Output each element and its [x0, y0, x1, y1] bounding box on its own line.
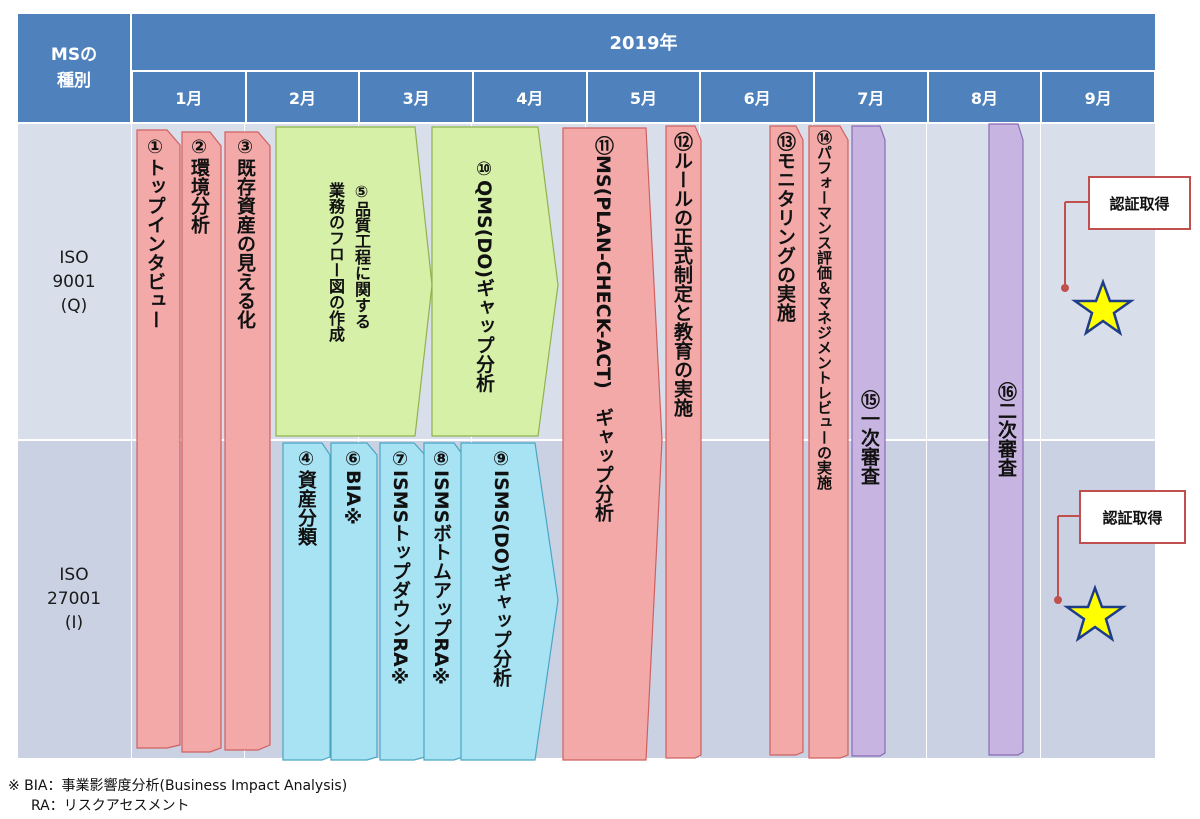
task-shape-16: [988, 123, 1024, 756]
footnote-ra: RA：リスクアセスメント: [31, 798, 190, 814]
task-label-15: ⑮一次審査: [858, 390, 880, 485]
task-label-2: ②環境分析: [188, 136, 210, 234]
task-shape-14: [808, 125, 849, 759]
task-label-9: ⑨ISMS(DO)ギャップ分析: [490, 448, 512, 687]
star-icon: [1063, 584, 1127, 643]
task-shape-1: [136, 129, 181, 749]
task-label-12: ⑫ルールの正式制定と教育の実施: [671, 132, 693, 417]
month-header: 1月: [133, 72, 245, 122]
task-label-5a: ⑤品質工程に関する: [352, 182, 371, 329]
task-shape-11: [562, 127, 663, 761]
task-label-7: ⑦ISMSトップダウンRA※: [389, 448, 411, 689]
month-header: 3月: [360, 72, 472, 122]
task-label-1: ①トップインタビュー: [144, 136, 166, 329]
month-header: 5月: [587, 72, 700, 122]
month-header: 6月: [701, 72, 813, 122]
month-header: 8月: [928, 72, 1041, 122]
gridline-4: [471, 124, 472, 758]
task-shape-15: [851, 125, 886, 757]
task-label-16: ⑯二次審査: [995, 382, 1017, 477]
task-shape-4: [282, 442, 331, 761]
task-label-5b: 業務のフロー図の作成: [326, 182, 345, 342]
task-shape-10: [431, 126, 559, 437]
task-shape-9: [460, 442, 559, 761]
task-shape-3: [224, 131, 271, 751]
task-label-14: ⑭パフォーマンス評価＆マネジメントレビューの実施: [815, 130, 833, 490]
month-header: 7月: [815, 72, 927, 122]
task-label-11: ⑪MS(PLAN-CHECK-ACT) ギャップ分析: [592, 136, 614, 522]
task-label-6: ⑥BIA※: [342, 448, 364, 529]
month-header: 4月: [474, 72, 586, 122]
task-label-4: ④資産分類: [295, 448, 317, 546]
ms-type-header: MSの 種別: [18, 14, 130, 122]
gridline-8: [926, 124, 927, 758]
certification-callout-q: 認証取得: [1088, 176, 1191, 230]
gridline-3: [358, 124, 359, 758]
task-shape-2: [181, 131, 222, 753]
year-header: 2019年: [132, 14, 1155, 70]
task-shape-12: [665, 125, 702, 759]
task-shape-6: [330, 442, 378, 761]
month-header: 9月: [1042, 72, 1154, 122]
task-label-3: ③既存資産の見える化: [234, 136, 256, 329]
task-label-10: ⑩QMS(DO)ギャップ分析: [473, 158, 495, 393]
month-header: 2月: [246, 72, 359, 122]
gridline-9: [1040, 124, 1041, 758]
certification-callout-i: 認証取得: [1079, 490, 1186, 544]
task-shape-13: [769, 125, 804, 756]
footnote-bia: ※ BIA：事業影響度分析(Business Impact Analysis): [8, 778, 348, 794]
row-label-iso27001: ISO 27001 (I): [46, 565, 102, 633]
task-label-8: ⑧ISMSボトムアップRA※: [430, 448, 452, 689]
row-label-iso9001: ISO 9001 (Q): [52, 248, 96, 316]
star-icon: [1071, 278, 1135, 337]
gridline-1: [131, 124, 132, 758]
task-label-13: ⑬モニタリングの実施: [774, 132, 796, 322]
task-shape-5: [275, 126, 433, 437]
